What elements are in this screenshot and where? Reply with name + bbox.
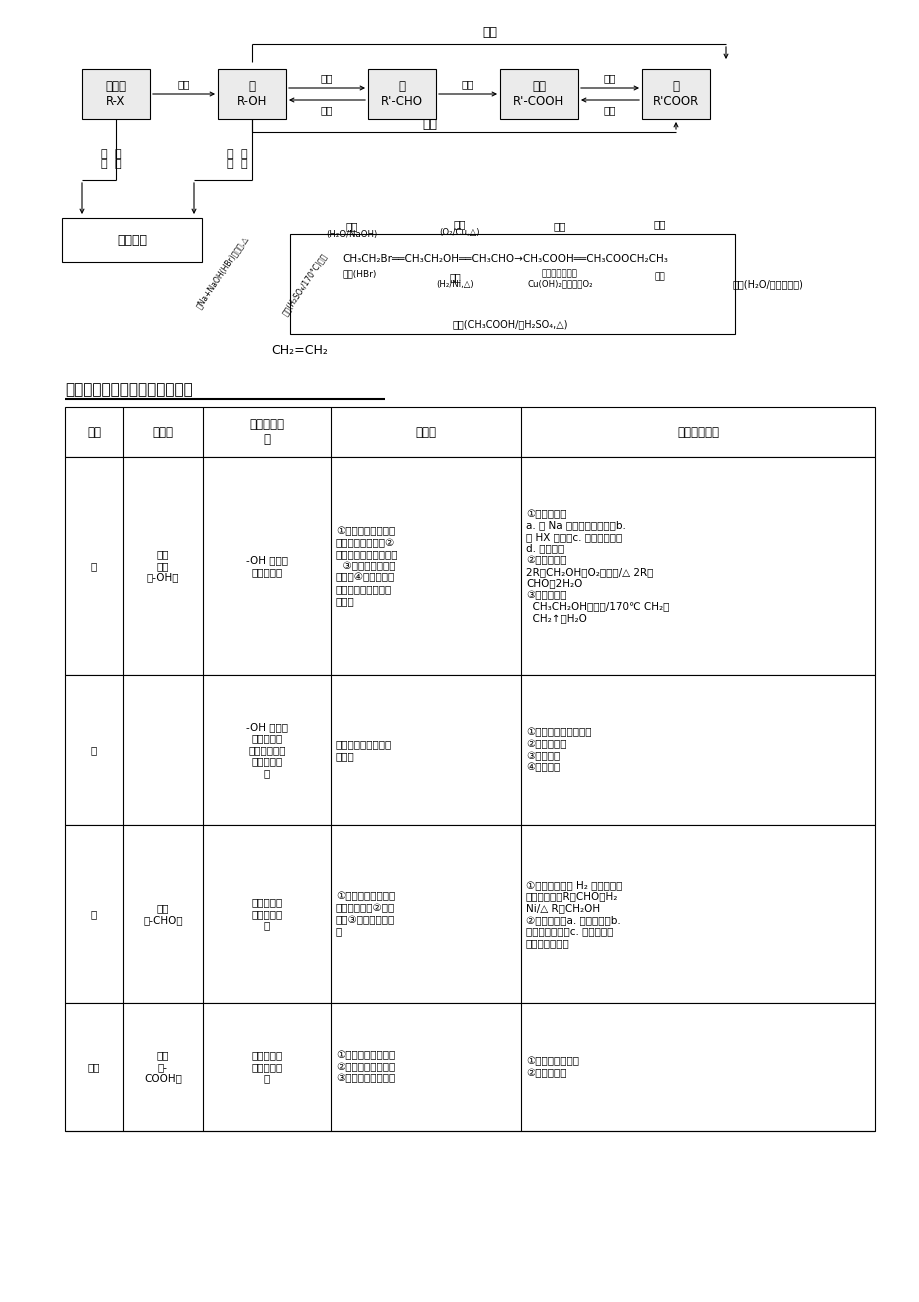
Text: 醛
R'-CHO: 醛 R'-CHO bbox=[380, 79, 423, 108]
Text: 分子中含有
醛基的有机
物: 分子中含有 醛基的有机 物 bbox=[251, 897, 282, 931]
Bar bbox=[289, 234, 734, 335]
Text: ①易被空气氧化而变质
②具有弱酸性
③取代反应
④显色反应: ①易被空气氧化而变质 ②具有弱酸性 ③取代反应 ④显色反应 bbox=[526, 728, 591, 772]
Text: 羧基
（-
COOH）: 羧基 （- COOH） bbox=[144, 1051, 182, 1083]
Text: CH₃CH₂Br══CH₃CH₂OH══CH₃CHO→CH₃COOH══CH₃COOCH₂CH₃: CH₃CH₂Br══CH₃CH₂OH══CH₃CHO→CH₃COOH══CH₃C… bbox=[342, 254, 667, 264]
Text: 羧酸: 羧酸 bbox=[87, 1062, 100, 1072]
Text: 氧化: 氧化 bbox=[461, 79, 473, 89]
Text: 不饱和烃: 不饱和烃 bbox=[117, 233, 147, 246]
Text: 醛: 醛 bbox=[91, 909, 97, 919]
Text: 水解: 水解 bbox=[482, 26, 497, 39]
Bar bbox=[82, 69, 150, 118]
Text: 醇: 醇 bbox=[91, 561, 97, 572]
Text: 类别: 类别 bbox=[87, 426, 101, 439]
Text: -OH 直接连
在苯环碳原
子上。酚类中
均含苯的结
构: -OH 直接连 在苯环碳原 子上。酚类中 均含苯的结 构 bbox=[245, 721, 288, 779]
Text: 酯化: 酯化 bbox=[653, 219, 665, 229]
Text: Cu(OH)₂悬浊液或O₂: Cu(OH)₂悬浊液或O₂ bbox=[527, 280, 592, 289]
Text: ①加成反应（与 H₂ 加成又叫做
还原反应）：R－CHO＋H₂
Ni/△ R－CH₂OH
②氧化反应：a. 银镜反应；b.
红色沉淀反应；c. 在一定条件
下，: ①加成反应（与 H₂ 加成又叫做 还原反应）：R－CHO＋H₂ Ni/△ R－C… bbox=[526, 880, 621, 948]
Text: 酯
R'COOR: 酯 R'COOR bbox=[652, 79, 698, 108]
Bar bbox=[62, 217, 202, 262]
Text: 分子结构特
点: 分子结构特 点 bbox=[249, 418, 284, 447]
Text: 水解: 水解 bbox=[654, 272, 664, 281]
Text: 酯化: 酯化 bbox=[603, 73, 616, 83]
Text: 分　类: 分 类 bbox=[415, 426, 436, 439]
Text: 酯化(CH₃COOH/浓H₂SO₄,△): 酯化(CH₃COOH/浓H₂SO₄,△) bbox=[452, 319, 567, 329]
Text: 加热(H₂SO₄/170°C)脱醇: 加热(H₂SO₄/170°C)脱醇 bbox=[280, 251, 329, 316]
Text: 酯化: 酯化 bbox=[422, 117, 437, 130]
Text: ①脂肪酸与芳香酸；
②一元酸与多元酸；
③饱和羧酸与不饱和: ①脂肪酸与芳香酸； ②一元酸与多元酸； ③饱和羧酸与不饱和 bbox=[335, 1051, 395, 1083]
Text: (H₂O/NaOH): (H₂O/NaOH) bbox=[326, 229, 377, 238]
Text: 成: 成 bbox=[241, 159, 247, 169]
Bar bbox=[218, 69, 286, 118]
Text: 加: 加 bbox=[115, 148, 121, 159]
Text: 加: 加 bbox=[241, 148, 247, 159]
Text: 卤代烃
R-X: 卤代烃 R-X bbox=[106, 79, 127, 108]
Text: 水解(H₂O/无机酸或碱): 水解(H₂O/无机酸或碱) bbox=[732, 279, 802, 289]
Text: ①脂肪醛（饱和醛与
不饱和醛）；②芳香
醛；③一元醛与多元
醛: ①脂肪醛（饱和醛与 不饱和醛）；②芳香 醛；③一元醛与多元 醛 bbox=[335, 892, 395, 936]
Text: 消: 消 bbox=[100, 148, 108, 159]
Text: 水解: 水解 bbox=[346, 221, 357, 230]
Bar bbox=[65, 674, 874, 825]
Text: -OH 在非苯
环碳原子上: -OH 在非苯 环碳原子上 bbox=[245, 555, 288, 577]
Bar bbox=[368, 69, 436, 118]
Text: 银氨溶液、新制: 银氨溶液、新制 bbox=[541, 270, 577, 279]
Text: ①具有酸的通性；
②酯化反应。: ①具有酸的通性； ②酯化反应。 bbox=[526, 1056, 578, 1078]
Text: 消: 消 bbox=[226, 148, 233, 159]
Text: ①取代反应：
a. 与 Na 等活泼金属反应；b.
与 HX 反应；c. 分子间脱水；
d. 酯化反应
②氧化反应：
2R－CH₂OH＋O₂催化剂/△ 2R－
: ①取代反应： a. 与 Na 等活泼金属反应；b. 与 HX 反应；c. 分子间… bbox=[526, 509, 669, 624]
Bar bbox=[499, 69, 577, 118]
Text: 氧化: 氧化 bbox=[553, 221, 565, 230]
Text: (O₂/Cu,△): (O₂/Cu,△) bbox=[439, 228, 480, 237]
Bar bbox=[65, 457, 874, 674]
Text: 二、烃的含氧衍生物的性质比较: 二、烃的含氧衍生物的性质比较 bbox=[65, 383, 193, 397]
Text: 氧化: 氧化 bbox=[321, 73, 333, 83]
Text: 均为
羟基
（-OH）: 均为 羟基 （-OH） bbox=[147, 549, 179, 582]
Text: ①脂肪醇（包括饱和
醇、不饱和醇）；②
脂环醇（如环己醇）；
  ③芳香醇（如苯甲
醇）；④一元醇与多
元醇（如乙二醇、丙
三醇）: ①脂肪醇（包括饱和 醇、不饱和醇）；② 脂环醇（如环己醇）； ③芳香醇（如苯甲 … bbox=[335, 526, 398, 605]
Text: 氧化: 氧化 bbox=[453, 219, 466, 229]
Text: CH₂=CH₂: CH₂=CH₂ bbox=[271, 344, 328, 357]
Text: 主要化学性质: 主要化学性质 bbox=[676, 426, 719, 439]
Text: 官能团: 官能团 bbox=[153, 426, 174, 439]
Bar bbox=[65, 825, 874, 1003]
Text: 水解: 水解 bbox=[177, 79, 190, 89]
Text: 一元酚、二元酚、三
元酚等: 一元酚、二元酚、三 元酚等 bbox=[335, 740, 391, 760]
Text: 水解: 水解 bbox=[603, 105, 616, 115]
Text: 去: 去 bbox=[226, 159, 233, 169]
Bar bbox=[65, 1003, 874, 1131]
Bar bbox=[641, 69, 709, 118]
Text: 取代(HBr): 取代(HBr) bbox=[343, 270, 377, 279]
Text: 醛基
（-CHO）: 醛基 （-CHO） bbox=[143, 904, 183, 924]
Text: 还原: 还原 bbox=[321, 105, 333, 115]
Text: 成: 成 bbox=[115, 159, 121, 169]
Text: 羧酸
R'-COOH: 羧酸 R'-COOH bbox=[513, 79, 564, 108]
Text: 去: 去 bbox=[100, 159, 108, 169]
Text: 还原: 还原 bbox=[448, 272, 460, 283]
Text: 分子中含有
羧基的有机
物: 分子中含有 羧基的有机 物 bbox=[251, 1051, 282, 1083]
Text: 酚: 酚 bbox=[91, 745, 97, 755]
Text: 醇
R-OH: 醇 R-OH bbox=[236, 79, 267, 108]
Text: (H₂/Ni,△): (H₂/Ni,△) bbox=[436, 280, 473, 289]
Bar bbox=[65, 408, 874, 457]
Text: 与Na+NaOH(HBr)等反应,△: 与Na+NaOH(HBr)等反应,△ bbox=[194, 234, 249, 310]
